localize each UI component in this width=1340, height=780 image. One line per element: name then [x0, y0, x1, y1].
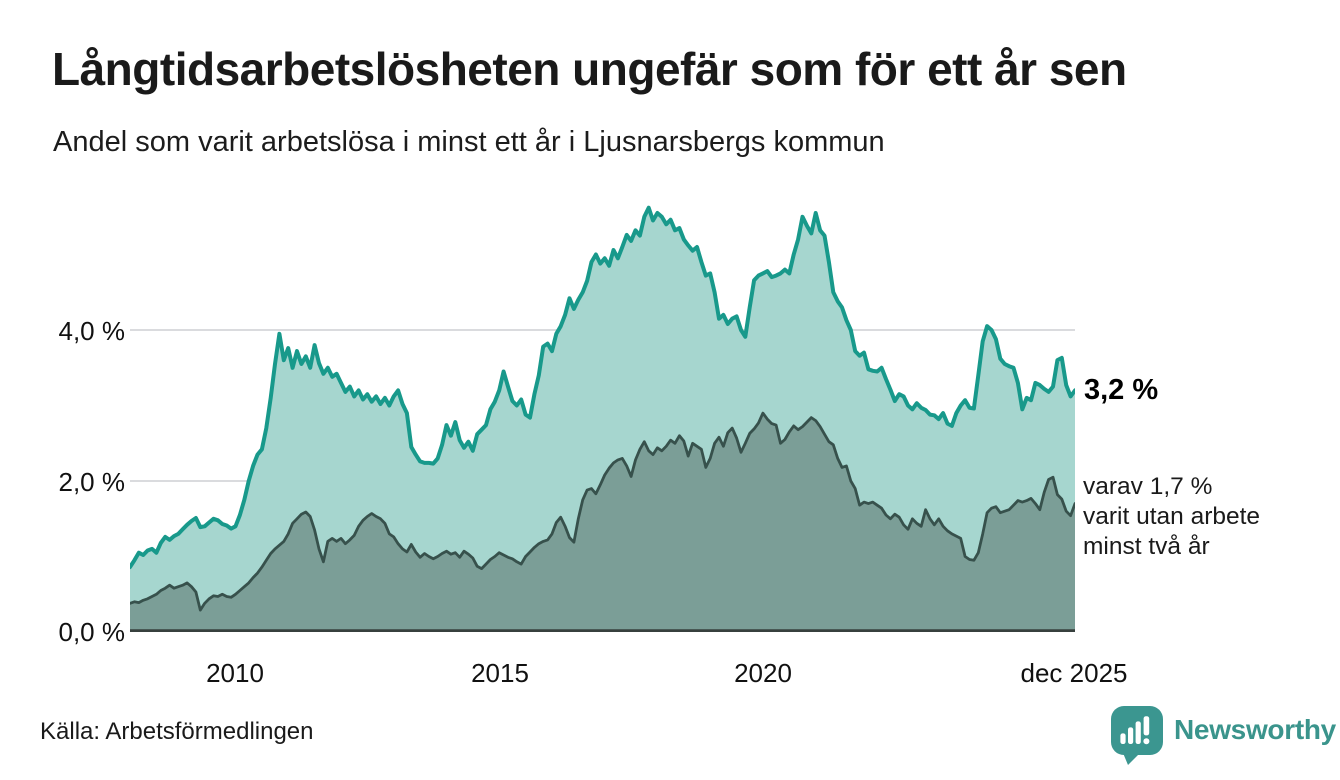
chart-subtitle: Andel som varit arbetslösa i minst ett å… — [53, 126, 885, 158]
chart-title: Långtidsarbetslösheten ungefär som för e… — [52, 43, 1127, 95]
y-tick-4: 4,0 % — [58, 316, 126, 346]
newsworthy-logo-text: Newsworthy — [1174, 714, 1336, 745]
subset-area-line — [130, 411, 1075, 612]
x-tick-2020: 2020 — [734, 658, 792, 688]
latest-total-label: 3,2 % — [1084, 374, 1159, 406]
x-tick-2015: 2015 — [471, 658, 529, 688]
y-tick-2: 2,0 % — [58, 467, 126, 497]
newsworthy-logo-icon — [1111, 706, 1163, 765]
total-area-line — [130, 205, 1075, 570]
latest-subset-note: varav 1,7 % varit utan arbete minst två … — [1083, 473, 1261, 560]
newsworthy-logo: Newsworthy — [1110, 705, 1336, 765]
subset-area-fill — [130, 413, 1075, 632]
x-tick-2010: 2010 — [206, 658, 264, 688]
x-tick-dec-2025: dec 2025 — [1020, 658, 1128, 688]
source-text: Källa: Arbetsförmedlingen — [40, 718, 314, 745]
y-tick-0: 0,0 % — [58, 617, 126, 647]
area-chart-plot — [130, 205, 1075, 632]
